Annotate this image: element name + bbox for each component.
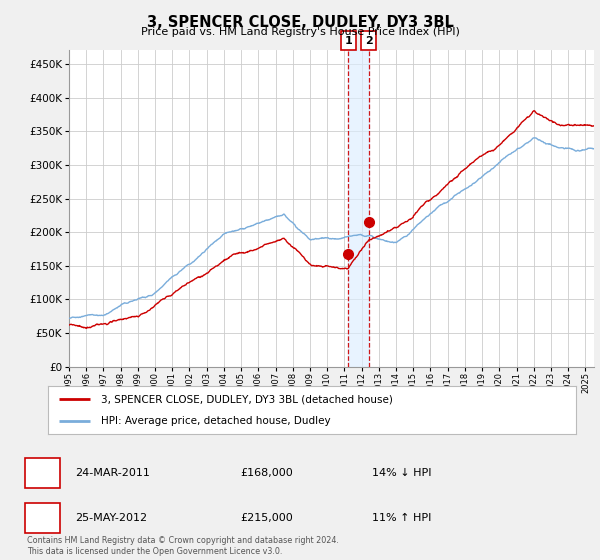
Text: £168,000: £168,000 (240, 468, 293, 478)
FancyBboxPatch shape (361, 31, 376, 50)
Text: 3, SPENCER CLOSE, DUDLEY, DY3 3BL: 3, SPENCER CLOSE, DUDLEY, DY3 3BL (146, 15, 454, 30)
Text: 2: 2 (38, 511, 47, 525)
FancyBboxPatch shape (341, 31, 356, 50)
Text: 3, SPENCER CLOSE, DUDLEY, DY3 3BL (detached house): 3, SPENCER CLOSE, DUDLEY, DY3 3BL (detac… (101, 394, 392, 404)
Text: 25-MAY-2012: 25-MAY-2012 (75, 513, 147, 523)
Text: Price paid vs. HM Land Registry's House Price Index (HPI): Price paid vs. HM Land Registry's House … (140, 27, 460, 37)
Text: 24-MAR-2011: 24-MAR-2011 (75, 468, 150, 478)
Bar (348, 50, 368, 367)
Text: £215,000: £215,000 (240, 513, 293, 523)
Text: 11% ↑ HPI: 11% ↑ HPI (372, 513, 431, 523)
Text: 1: 1 (38, 466, 47, 480)
Text: 14% ↓ HPI: 14% ↓ HPI (372, 468, 431, 478)
Text: 2: 2 (365, 36, 373, 45)
Text: Contains HM Land Registry data © Crown copyright and database right 2024.
This d: Contains HM Land Registry data © Crown c… (27, 536, 339, 556)
Text: 1: 1 (344, 36, 352, 45)
Text: HPI: Average price, detached house, Dudley: HPI: Average price, detached house, Dudl… (101, 416, 331, 426)
